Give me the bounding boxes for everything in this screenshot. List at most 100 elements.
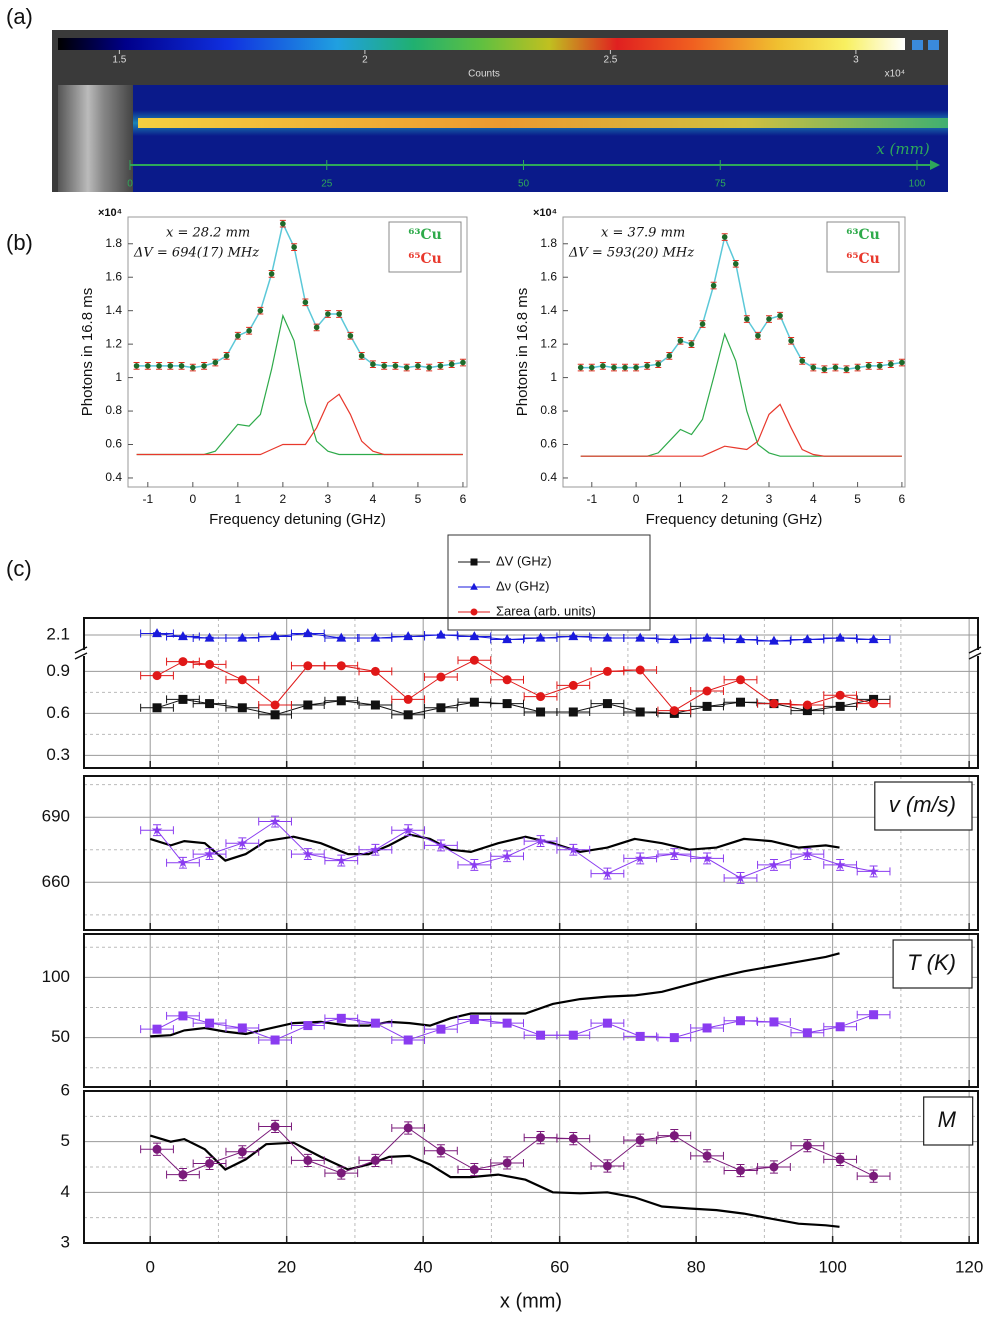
marker [702, 1023, 712, 1033]
colorbar-tick-label: 2.5 [603, 55, 617, 66]
data-point [223, 353, 230, 359]
data-point [810, 364, 817, 371]
legend-label: ΔV (GHz) [496, 553, 552, 568]
data-point [133, 363, 140, 369]
marker [205, 1158, 215, 1168]
marker [204, 632, 215, 642]
marker [536, 1133, 546, 1143]
marker [152, 703, 162, 713]
marker [536, 1030, 546, 1040]
colorbar-multiplier: x10⁴ [885, 69, 905, 80]
y-multiplier: ×10⁴ [98, 207, 122, 219]
marker [270, 631, 281, 641]
marker [303, 700, 313, 710]
marker [669, 1033, 679, 1043]
x-tick-label: 1 [677, 492, 684, 506]
marker [303, 1021, 313, 1031]
x-tick-label: 6 [899, 492, 906, 506]
marker [635, 665, 645, 675]
data-point [437, 363, 444, 369]
y-tick-label: 0.6 [540, 437, 557, 451]
marker [869, 1171, 879, 1181]
marker [669, 1131, 679, 1141]
x-tick-label: 80 [687, 1257, 706, 1276]
marker [370, 700, 380, 710]
x-tick-label: 100 [818, 1257, 846, 1276]
data-point [788, 337, 794, 344]
marker [178, 694, 188, 704]
marker [152, 1024, 162, 1034]
data-point [178, 363, 185, 369]
data-point [370, 361, 376, 368]
data-point [448, 361, 455, 368]
data-point [865, 363, 872, 369]
annotation: x = 28.2 mm [166, 226, 250, 241]
legend-label: Σarea (arb. units) [496, 603, 596, 618]
legend [388, 221, 462, 273]
model-curve [150, 952, 840, 1038]
fit-component [136, 393, 463, 456]
marker [336, 696, 346, 706]
subplot-frame [83, 933, 979, 1088]
marker [205, 699, 215, 709]
marker [370, 844, 381, 855]
button[interactable] [928, 40, 939, 50]
image-axis-tick-label: 0 [127, 179, 133, 190]
data-point [755, 332, 761, 339]
marker [151, 824, 163, 835]
data-point [655, 361, 662, 368]
marker [435, 629, 446, 639]
marker [602, 699, 612, 709]
legend [826, 221, 900, 273]
marker [403, 1123, 413, 1133]
marker [470, 608, 478, 616]
data-point [156, 363, 162, 369]
data-point [358, 353, 365, 359]
data-point [145, 363, 151, 369]
data-point [325, 311, 331, 317]
data-point [876, 363, 883, 369]
marker [269, 815, 281, 827]
y-tick-label: 1.8 [105, 236, 122, 250]
y-tick-label: 1.8 [540, 236, 557, 250]
marker [502, 1018, 512, 1028]
subplot-frame [83, 617, 979, 769]
marker [802, 706, 812, 716]
data-point [633, 364, 639, 371]
marker [802, 1028, 812, 1038]
data-point [460, 359, 466, 366]
marker [469, 859, 480, 870]
model-curve [149, 1134, 840, 1228]
y-tick-label: 5 [61, 1131, 70, 1150]
marker [568, 844, 579, 855]
x-tick-label: 5 [415, 492, 422, 506]
marker [470, 558, 478, 566]
marker [869, 699, 879, 709]
marker [802, 1141, 812, 1151]
annotation: ΔV = 593(20) MHz [568, 246, 694, 261]
data-point [677, 337, 684, 344]
marker [469, 655, 479, 665]
marker [669, 634, 680, 644]
marker [336, 632, 347, 642]
data-point [291, 244, 297, 250]
axis-break-gap [974, 650, 982, 656]
data-point [336, 311, 342, 317]
marker [602, 666, 612, 676]
axis-break [74, 646, 88, 660]
panel-tag: M [938, 1107, 957, 1132]
marker [568, 1134, 578, 1144]
marker [769, 699, 779, 709]
colorbar-label: Counts [468, 69, 500, 80]
marker [270, 1035, 280, 1045]
marker [768, 859, 780, 870]
colorbar-tick-label: 3 [853, 55, 859, 66]
marker [702, 686, 712, 696]
marker [635, 1031, 645, 1041]
marker [735, 872, 746, 883]
marker [403, 631, 414, 641]
button[interactable] [912, 40, 923, 50]
marker [701, 852, 713, 863]
marker [501, 850, 513, 861]
data-point [721, 234, 728, 240]
